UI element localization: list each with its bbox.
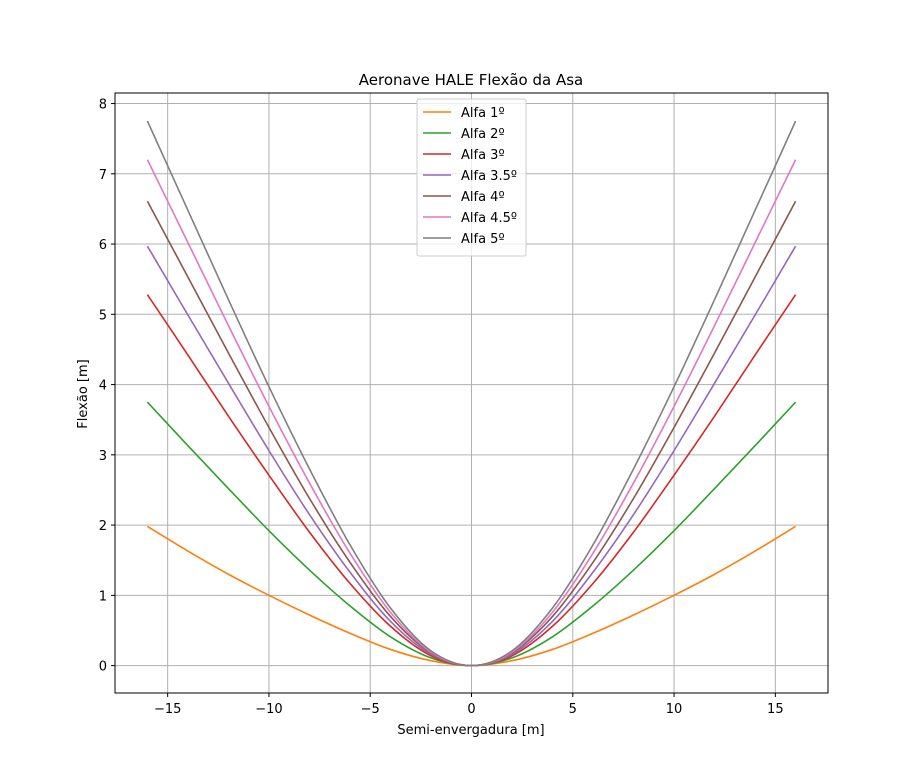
series-lines xyxy=(146,120,797,667)
chart-title: Aeronave HALE Flexão da Asa xyxy=(359,71,583,89)
series-line-6 xyxy=(146,120,797,667)
x-tick-label: −5 xyxy=(361,702,380,717)
legend-label: Alfa 2º xyxy=(461,127,505,142)
y-tick-label: 4 xyxy=(99,379,107,394)
legend-label: Alfa 5º xyxy=(461,232,505,247)
x-tick-label: −10 xyxy=(255,702,282,717)
legend-label: Alfa 4.5º xyxy=(461,211,517,226)
legend-label: Alfa 3.5º xyxy=(461,169,517,184)
y-axis-ticks: 0 1 2 3 4 5 6 7 8 xyxy=(99,98,115,675)
legend-label: Alfa 4º xyxy=(461,190,505,205)
y-tick-label: 8 xyxy=(99,98,107,113)
legend-label: Alfa 1º xyxy=(461,106,505,121)
legend-label: Alfa 3º xyxy=(461,148,505,163)
x-tick-label: −15 xyxy=(154,702,181,717)
y-tick-label: 1 xyxy=(99,589,107,604)
x-tick-label: 0 xyxy=(467,702,475,717)
x-axis-label: Semi-envergadura [m] xyxy=(397,723,544,738)
y-tick-label: 0 xyxy=(99,660,107,675)
y-tick-label: 2 xyxy=(99,519,107,534)
y-tick-label: 3 xyxy=(99,449,107,464)
y-axis-label: Flexão [m] xyxy=(76,359,91,428)
legend: Alfa 1º Alfa 2º Alfa 3º Alfa 3.5º Alfa 4º Alf… xyxy=(416,98,527,257)
y-tick-label: 7 xyxy=(99,168,107,183)
x-axis-ticks: −15 −10 −5 0 5 10 15 xyxy=(154,693,784,717)
x-tick-label: 5 xyxy=(569,702,577,717)
y-tick-label: 6 xyxy=(99,238,107,253)
x-tick-label: 15 xyxy=(767,702,784,717)
y-tick-label: 5 xyxy=(99,308,107,323)
x-tick-label: 10 xyxy=(666,702,683,717)
